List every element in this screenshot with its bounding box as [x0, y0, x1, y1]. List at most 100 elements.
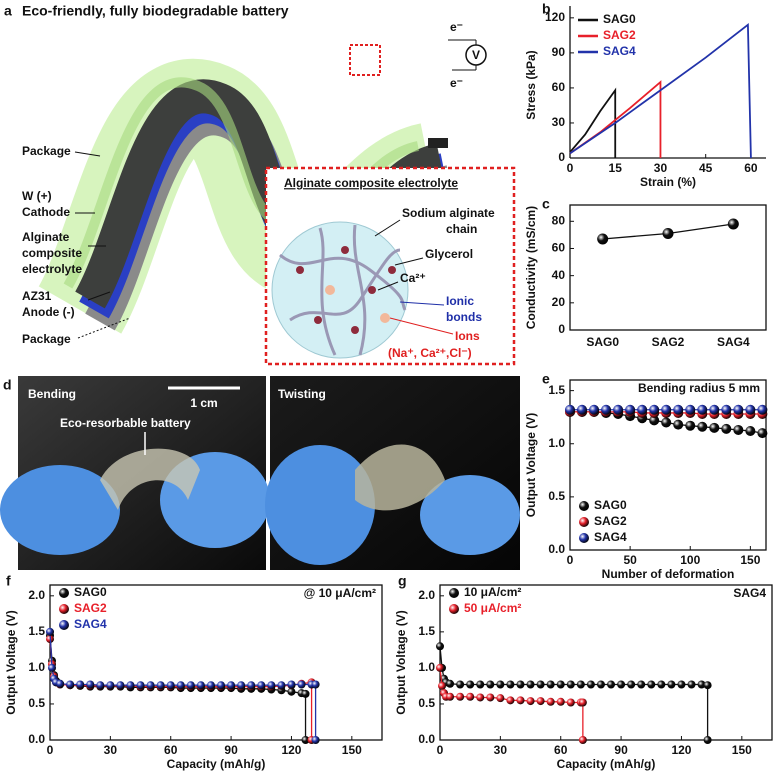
data-marker — [436, 642, 444, 651]
data-marker — [46, 627, 54, 636]
data-marker — [217, 681, 226, 690]
data-marker — [649, 415, 660, 426]
data-marker — [703, 681, 712, 690]
legend-label: SAG4 — [603, 44, 636, 58]
y-tick-label: 20 — [552, 295, 566, 309]
y-tick-label: 40 — [552, 268, 566, 282]
photo-label: Twisting — [278, 387, 326, 401]
x-tick-label: 30 — [494, 743, 508, 757]
data-marker — [677, 680, 686, 689]
y-tick-label: 0.0 — [418, 732, 435, 746]
y-axis-label: Conductivity (mS/cm) — [524, 206, 538, 329]
legend-marker — [59, 620, 69, 630]
data-marker — [566, 680, 575, 689]
inset-title: Alginate composite electrolyte — [284, 176, 458, 190]
pointer — [77, 317, 131, 339]
data-marker — [66, 680, 75, 689]
data-marker — [486, 680, 495, 689]
y-tick-label: 1.5 — [418, 624, 435, 638]
legend-marker — [579, 533, 589, 543]
data-marker — [697, 404, 708, 415]
data-marker — [637, 680, 646, 689]
data-marker — [757, 404, 768, 415]
electron-label: e⁻ — [450, 76, 463, 90]
data-marker — [661, 417, 672, 428]
data-marker — [667, 680, 676, 689]
x-tick-label: 45 — [699, 161, 713, 175]
x-tick-label: 60 — [554, 743, 568, 757]
data-marker — [556, 680, 565, 689]
data-marker — [166, 681, 175, 690]
panel-label: c — [542, 196, 550, 212]
y-tick-label: 120 — [545, 10, 565, 24]
inset-label: chain — [446, 222, 477, 236]
polymer-chain — [318, 227, 337, 356]
data-marker — [733, 404, 744, 415]
y-tick-label: 2.0 — [418, 588, 435, 602]
x-axis-label: Capacity (mAh/g) — [557, 757, 656, 771]
inset-label: Ca²⁺ — [400, 271, 426, 285]
data-marker — [96, 681, 105, 690]
layer-label: W (+) — [22, 189, 52, 203]
x-tick-label: 30 — [104, 743, 118, 757]
data-marker — [546, 697, 555, 706]
data-marker — [277, 681, 286, 690]
data-marker — [697, 680, 706, 689]
y-axis-label: Output Voltage (V) — [524, 413, 538, 517]
layer-label: Package — [22, 332, 71, 346]
layer-label: Anode (-) — [22, 305, 75, 319]
data-marker — [446, 692, 455, 701]
data-marker — [186, 681, 195, 690]
ion — [380, 313, 390, 323]
ion — [388, 266, 396, 274]
legend-label: SAG0 — [594, 498, 627, 512]
panel-label: e — [542, 371, 550, 387]
data-marker — [727, 218, 739, 230]
legend-label: SAG4 — [74, 617, 107, 631]
data-marker — [506, 696, 515, 705]
battery-photo — [355, 444, 445, 511]
y-tick-label: 1.5 — [28, 624, 45, 638]
battery-photo — [100, 448, 200, 510]
legend-marker — [579, 517, 589, 527]
x-tick-label: 60 — [164, 743, 178, 757]
photo-annotation: Eco-resorbable battery — [60, 416, 191, 430]
ion — [325, 285, 335, 295]
data-marker — [311, 680, 320, 689]
x-axis-label: Strain (%) — [640, 175, 696, 189]
y-tick-label: 90 — [552, 45, 566, 59]
y-tick-label: 60 — [552, 241, 566, 255]
inset-label: Glycerol — [425, 247, 473, 261]
data-marker — [577, 404, 588, 415]
y-tick-label: 1.0 — [28, 660, 45, 674]
ion — [314, 316, 322, 324]
data-marker — [206, 681, 215, 690]
data-marker — [673, 419, 684, 430]
x-tick-label: SAG2 — [652, 335, 685, 349]
y-tick-label: 0 — [558, 322, 565, 336]
data-marker — [136, 681, 145, 690]
data-marker — [506, 680, 515, 689]
legend-label: 10 μA/cm² — [464, 585, 521, 599]
data-marker — [496, 680, 505, 689]
polymer-chain — [279, 253, 407, 311]
x-tick-label: 0 — [567, 553, 574, 567]
ion — [368, 286, 376, 294]
data-marker — [257, 681, 266, 690]
data-marker — [86, 680, 95, 689]
glove — [420, 475, 520, 555]
data-marker — [673, 404, 684, 415]
voltmeter — [465, 44, 487, 66]
data-marker — [601, 404, 612, 415]
y-tick-label: 0.5 — [548, 489, 565, 503]
pointer — [87, 291, 111, 301]
zoom-box — [349, 44, 381, 76]
data-marker — [687, 680, 696, 689]
data-marker — [745, 404, 756, 415]
annotation: Bending radius 5 mm — [638, 381, 760, 395]
data-marker — [436, 663, 444, 672]
panel-label: f — [6, 573, 11, 589]
electrolyte-sphere — [271, 221, 409, 359]
data-marker — [456, 680, 465, 689]
y-tick-label: 1.0 — [418, 660, 435, 674]
